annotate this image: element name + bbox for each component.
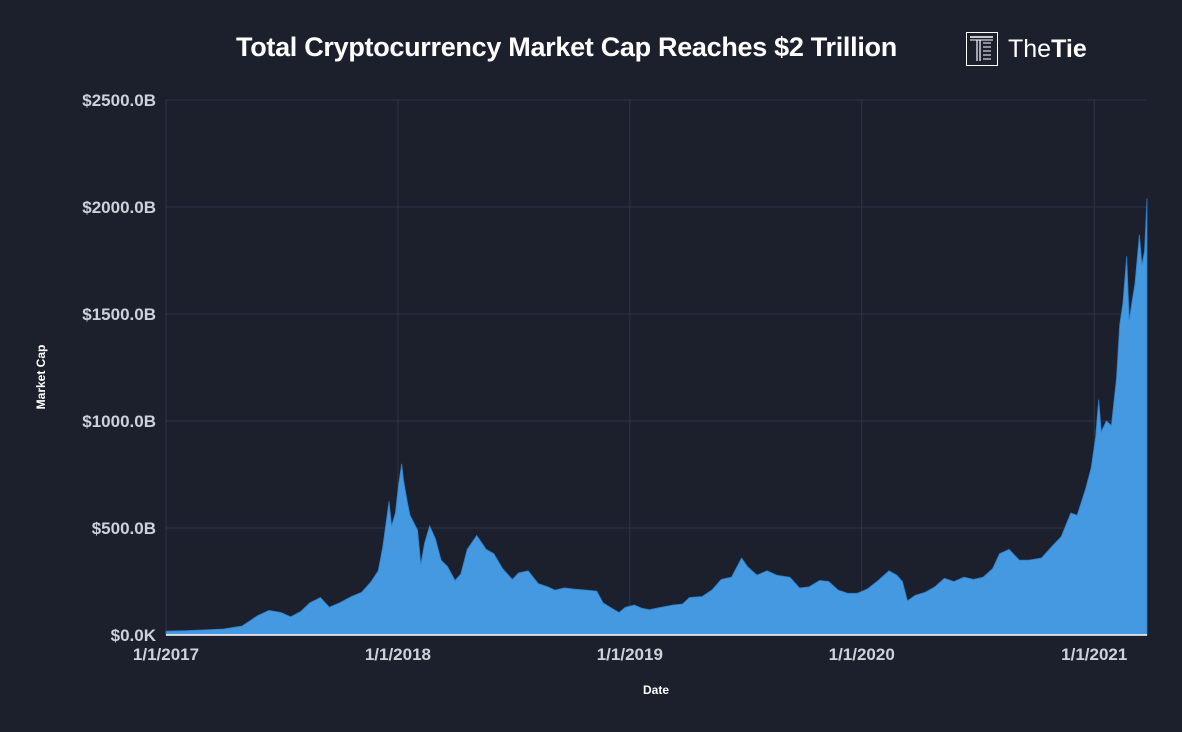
brand-name-light: The bbox=[1008, 34, 1052, 63]
x-tick-label: 1/1/2018 bbox=[365, 645, 431, 664]
market-cap-area bbox=[165, 198, 1148, 636]
y-tick-label: $0.0K bbox=[111, 626, 157, 645]
area-layer bbox=[165, 198, 1148, 636]
x-tick-label: 1/1/2021 bbox=[1061, 645, 1127, 664]
x-axis-ticks: 1/1/2017 1/1/2018 1/1/2019 1/1/2020 1/1/2021 bbox=[133, 645, 1127, 664]
y-tick-label: $1000.0B bbox=[82, 412, 156, 431]
y-tick-label: $2000.0B bbox=[82, 198, 156, 217]
x-tick-label: 1/1/2019 bbox=[597, 645, 663, 664]
brand-name: TheTie bbox=[1008, 35, 1087, 64]
chart-title: Total Cryptocurrency Market Cap Reaches … bbox=[236, 32, 897, 62]
y-tick-label: $1500.0B bbox=[82, 305, 156, 324]
brand-logo: TheTie bbox=[966, 32, 1087, 66]
x-tick-label: 1/1/2020 bbox=[829, 645, 895, 664]
y-tick-label: $2500.0B bbox=[82, 91, 156, 110]
y-tick-label: $500.0B bbox=[92, 519, 156, 538]
y-axis-title: Market Cap bbox=[34, 345, 48, 410]
brand-name-bold: Tie bbox=[1051, 34, 1087, 63]
thetie-logo-icon bbox=[966, 32, 998, 66]
y-axis-ticks: $0.0K $500.0B $1000.0B $1500.0B $2000.0B $250… bbox=[82, 91, 156, 645]
x-axis-title: Date bbox=[643, 683, 669, 697]
x-tick-label: 1/1/2017 bbox=[133, 645, 199, 664]
